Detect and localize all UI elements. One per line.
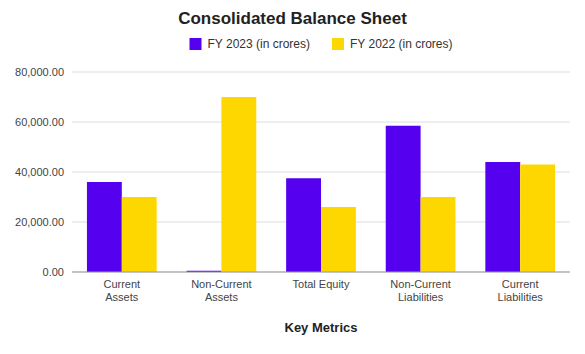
grid	[72, 72, 570, 272]
bar	[386, 126, 421, 272]
x-axis-label: Key Metrics	[285, 320, 358, 335]
x-tick-label-line: Liabilities	[498, 291, 544, 303]
chart-title: Consolidated Balance Sheet	[178, 9, 407, 28]
x-tick-label-line: Current	[103, 278, 140, 290]
x-tick-label-line: Current	[502, 278, 539, 290]
legend-label: FY 2023 (in crores)	[208, 37, 311, 51]
y-tick-label: 60,000.00	[15, 116, 64, 128]
x-tick-label: Total Equity	[293, 278, 350, 290]
x-tick-label-line: Non-Current	[390, 278, 451, 290]
x-tick-label-line: Liabilities	[398, 291, 444, 303]
bar	[321, 207, 356, 272]
chart-svg: Consolidated Balance Sheet 0.00 20,000.00 4…	[0, 0, 585, 354]
legend-swatch	[332, 38, 344, 50]
bar	[221, 97, 256, 272]
legend-label: FY 2022 (in crores)	[350, 37, 453, 51]
chart-container: Consolidated Balance Sheet 0.00 20,000.00 4…	[0, 0, 585, 354]
x-axis-line	[72, 272, 570, 273]
y-tick-label: 80,000.00	[15, 66, 64, 78]
bar	[421, 197, 456, 272]
bar	[520, 165, 555, 273]
y-tick-label: 40,000.00	[15, 166, 64, 178]
x-tick-label: CurrentLiabilities	[498, 278, 544, 303]
x-tick-label-line: Total Equity	[293, 278, 350, 290]
x-tick-label: Non-CurrentLiabilities	[390, 278, 451, 303]
x-tick-label-line: Non-Current	[191, 278, 252, 290]
y-tick-label: 20,000.00	[15, 216, 64, 228]
bar	[87, 182, 122, 272]
bar	[286, 178, 321, 272]
x-tick-label: Non-CurrentAssets	[191, 278, 252, 303]
bar	[122, 197, 157, 272]
grid-line	[72, 272, 570, 273]
grid-line	[72, 122, 570, 123]
legend-swatch	[190, 38, 202, 50]
legend: FY 2023 (in crores) FY 2022 (in crores)	[190, 37, 453, 51]
x-tick-label-line: Assets	[105, 291, 139, 303]
y-tick-label: 0.00	[43, 266, 64, 278]
bars	[87, 97, 555, 272]
bar	[485, 162, 520, 272]
grid-line	[72, 72, 570, 73]
x-tick-label-line: Assets	[205, 291, 239, 303]
x-tick-label: CurrentAssets	[103, 278, 140, 303]
